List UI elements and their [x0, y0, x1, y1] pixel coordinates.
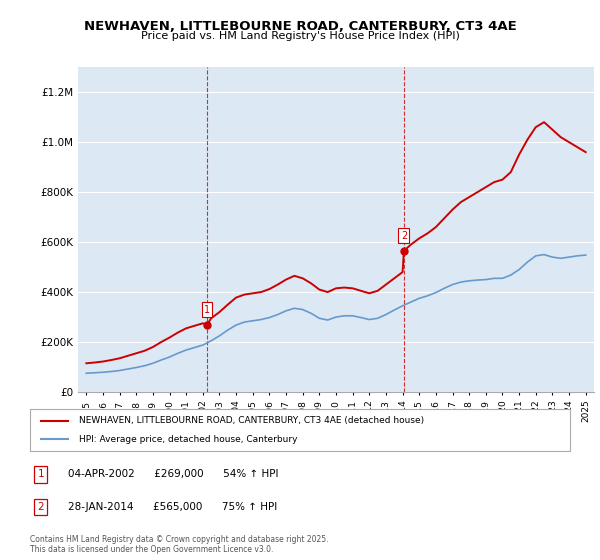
Text: 1: 1 — [37, 469, 44, 479]
Text: 28-JAN-2014      £565,000      75% ↑ HPI: 28-JAN-2014 £565,000 75% ↑ HPI — [68, 502, 277, 512]
Text: 1: 1 — [204, 305, 210, 315]
Text: 04-APR-2002      £269,000      54% ↑ HPI: 04-APR-2002 £269,000 54% ↑ HPI — [68, 469, 278, 479]
Text: Price paid vs. HM Land Registry's House Price Index (HPI): Price paid vs. HM Land Registry's House … — [140, 31, 460, 41]
Text: 2: 2 — [401, 231, 407, 241]
Text: NEWHAVEN, LITTLEBOURNE ROAD, CANTERBURY, CT3 4AE: NEWHAVEN, LITTLEBOURNE ROAD, CANTERBURY,… — [83, 20, 517, 32]
Text: HPI: Average price, detached house, Canterbury: HPI: Average price, detached house, Cant… — [79, 435, 297, 444]
FancyBboxPatch shape — [30, 409, 570, 451]
Text: Contains HM Land Registry data © Crown copyright and database right 2025.
This d: Contains HM Land Registry data © Crown c… — [30, 535, 329, 554]
Text: 2: 2 — [37, 502, 44, 512]
Text: NEWHAVEN, LITTLEBOURNE ROAD, CANTERBURY, CT3 4AE (detached house): NEWHAVEN, LITTLEBOURNE ROAD, CANTERBURY,… — [79, 416, 424, 425]
